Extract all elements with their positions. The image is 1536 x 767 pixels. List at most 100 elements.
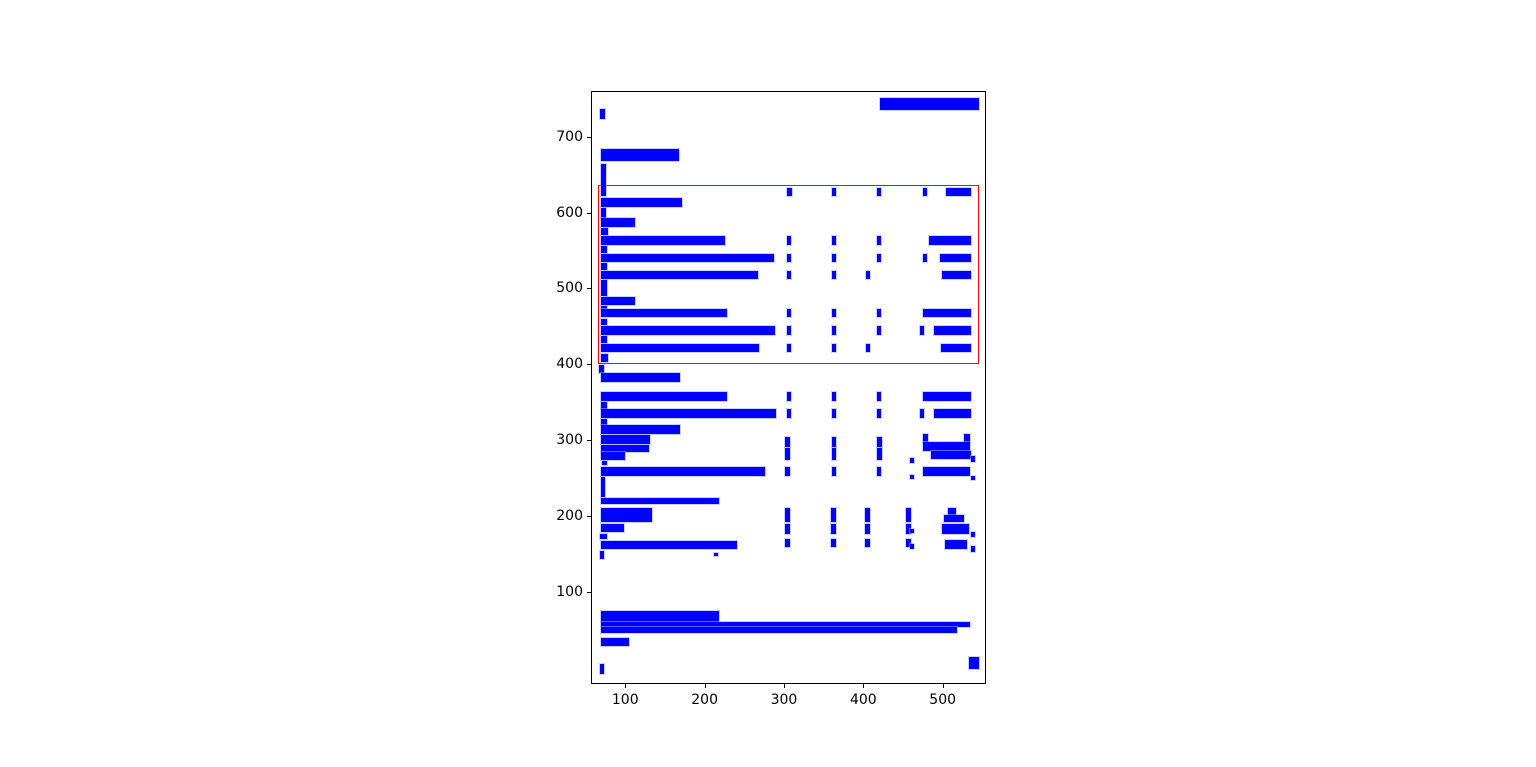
data-box <box>599 522 625 534</box>
data-box <box>864 522 871 536</box>
data-box <box>599 506 653 524</box>
x-tick-label: 300 <box>770 692 798 708</box>
data-box <box>599 540 739 550</box>
data-box <box>876 308 882 318</box>
data-box <box>928 235 972 247</box>
data-box <box>830 408 837 420</box>
data-box <box>909 528 916 534</box>
data-box <box>830 342 837 354</box>
data-box <box>599 197 683 208</box>
data-box <box>876 324 882 336</box>
data-box <box>830 252 837 264</box>
data-box <box>599 295 636 307</box>
data-box <box>599 245 609 254</box>
data-box <box>785 342 793 354</box>
y-tick-label: 600 <box>556 204 583 221</box>
data-box <box>599 609 721 624</box>
data-box <box>599 408 778 420</box>
data-box <box>876 436 883 449</box>
data-box <box>830 465 837 477</box>
data-box <box>904 506 913 524</box>
data-box <box>599 335 609 345</box>
data-box <box>830 308 837 318</box>
data-box <box>969 544 976 553</box>
data-box <box>599 496 721 505</box>
data-box <box>922 440 971 452</box>
data-box <box>864 270 871 280</box>
data-box <box>830 522 837 536</box>
data-box <box>785 186 794 198</box>
data-box <box>944 538 968 550</box>
data-box <box>784 522 791 536</box>
y-tick-label: 500 <box>556 280 583 297</box>
data-box <box>599 418 609 427</box>
data-box <box>876 186 882 198</box>
data-box <box>941 522 971 536</box>
data-box <box>909 456 916 465</box>
data-box <box>938 252 972 264</box>
data-box <box>784 446 791 461</box>
data-box <box>599 308 729 318</box>
highlight-rectangle <box>597 185 980 364</box>
data-box <box>785 390 793 402</box>
data-box <box>785 324 793 336</box>
data-box <box>599 424 682 436</box>
data-box <box>918 408 925 420</box>
data-box <box>599 217 636 229</box>
data-box <box>599 433 652 446</box>
data-box <box>864 537 871 549</box>
data-box <box>969 530 976 539</box>
x-tick-mark <box>942 684 944 688</box>
y-tick-mark <box>587 515 591 517</box>
data-box <box>599 533 609 540</box>
y-tick-mark <box>587 591 591 593</box>
data-box <box>830 436 837 449</box>
data-box <box>941 270 972 280</box>
y-tick-mark <box>587 364 591 366</box>
data-box <box>922 390 972 402</box>
data-box <box>830 270 837 280</box>
data-box <box>599 107 606 120</box>
data-box <box>922 308 972 318</box>
data-box <box>904 522 913 536</box>
data-box <box>969 455 976 464</box>
data-box <box>876 252 882 264</box>
data-box <box>599 252 775 264</box>
x-tick-label: 400 <box>849 692 877 708</box>
data-box <box>599 317 609 327</box>
data-box <box>918 324 925 336</box>
data-box <box>864 342 871 354</box>
data-box <box>876 408 882 420</box>
data-box <box>784 436 791 449</box>
y-tick-label: 300 <box>556 432 583 449</box>
data-box <box>599 371 682 383</box>
x-tick-mark <box>863 684 865 688</box>
data-box <box>968 656 980 671</box>
data-box <box>830 235 837 247</box>
data-box <box>945 186 972 198</box>
y-tick-label: 100 <box>556 583 583 600</box>
data-box <box>830 186 837 198</box>
data-box <box>785 408 793 420</box>
data-box <box>599 625 959 634</box>
data-box <box>922 465 971 477</box>
data-box <box>922 186 928 198</box>
data-box <box>876 235 882 247</box>
y-tick-label: 200 <box>556 507 583 524</box>
data-box <box>599 270 759 280</box>
data-box <box>830 324 837 336</box>
y-tick-mark <box>587 288 591 290</box>
data-box <box>599 621 971 628</box>
data-box <box>785 252 793 264</box>
data-box <box>599 637 630 647</box>
data-box <box>922 252 928 264</box>
data-box <box>922 433 929 443</box>
x-tick-label: 100 <box>611 692 639 708</box>
data-box <box>930 449 972 461</box>
data-box <box>946 506 958 518</box>
x-tick-label: 500 <box>929 692 957 708</box>
data-box <box>599 465 767 477</box>
x-tick-label: 200 <box>691 692 718 708</box>
y-tick-label: 400 <box>556 356 583 373</box>
